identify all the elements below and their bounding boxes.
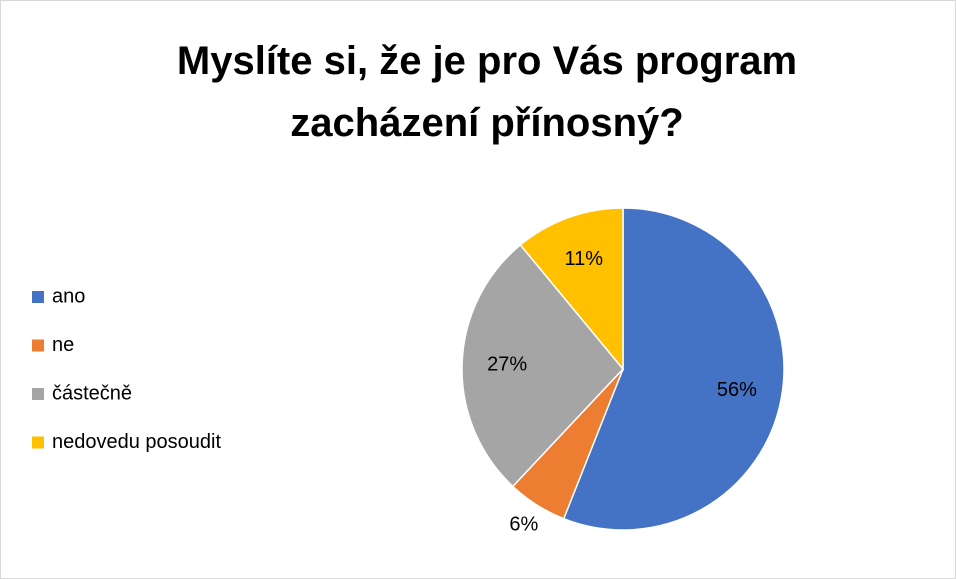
data-label: 27% xyxy=(487,354,527,376)
data-label: 6% xyxy=(509,514,538,536)
legend-swatch xyxy=(32,339,44,352)
legend-label: ne xyxy=(52,334,74,356)
chart-title: Myslíte si, že je pro Vás program zacház… xyxy=(176,39,798,145)
legend-swatch xyxy=(32,388,44,400)
legend-label: částečně xyxy=(52,382,132,404)
pie-slice xyxy=(562,207,785,531)
legend-swatch xyxy=(32,291,44,303)
pie-slice xyxy=(519,207,624,372)
data-label: 56% xyxy=(717,379,757,401)
pie-slice xyxy=(461,243,624,488)
legend-label: nedovedu posoudit xyxy=(52,431,221,453)
legend-label: ano xyxy=(52,285,85,307)
legend-swatch xyxy=(32,436,44,449)
data-label: 11% xyxy=(564,248,603,270)
